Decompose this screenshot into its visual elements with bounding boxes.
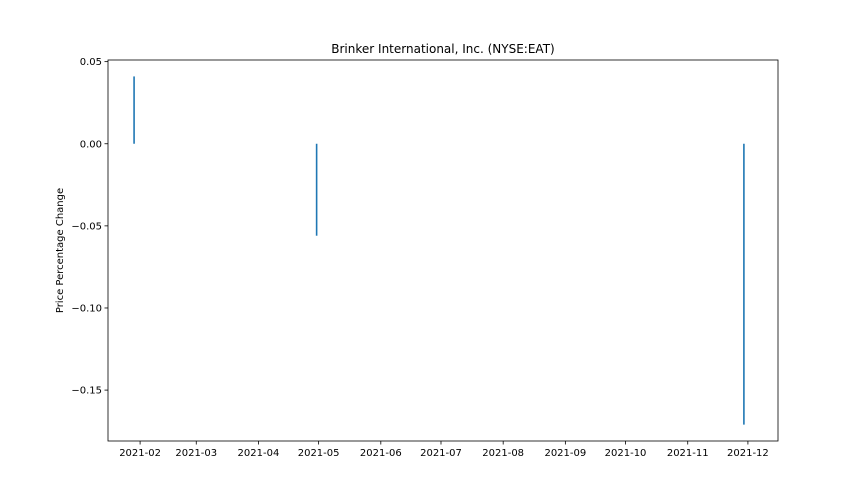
x-tick-label: 2021-07 [420, 448, 462, 459]
plot-area [133, 76, 745, 425]
y-tick-label: −0.05 [71, 221, 102, 232]
y-tick-label: −0.10 [71, 303, 102, 314]
x-tick-label: 2021-08 [482, 448, 524, 459]
plot-frame [107, 59, 779, 442]
y-axis-label: Price Percentage Change [55, 188, 66, 313]
x-tick-label: 2021-04 [238, 448, 280, 459]
x-tick-label: 2021-02 [119, 448, 161, 459]
x-tick-label: 2021-03 [175, 448, 217, 459]
x-tick-label: 2021-09 [544, 448, 586, 459]
chart-title: Brinker International, Inc. (NYSE:EAT) [331, 42, 554, 56]
x-tick-label: 2021-05 [298, 448, 340, 459]
y-tick-label: 0.05 [80, 57, 102, 68]
y-tick-label: 0.00 [80, 139, 102, 150]
x-tick-label: 2021-06 [360, 448, 402, 459]
x-tick-label: 2021-10 [605, 448, 647, 459]
y-tick-label: −0.15 [71, 386, 102, 397]
x-tick-label: 2021-11 [667, 448, 709, 459]
x-tick-label: 2021-12 [727, 448, 769, 459]
